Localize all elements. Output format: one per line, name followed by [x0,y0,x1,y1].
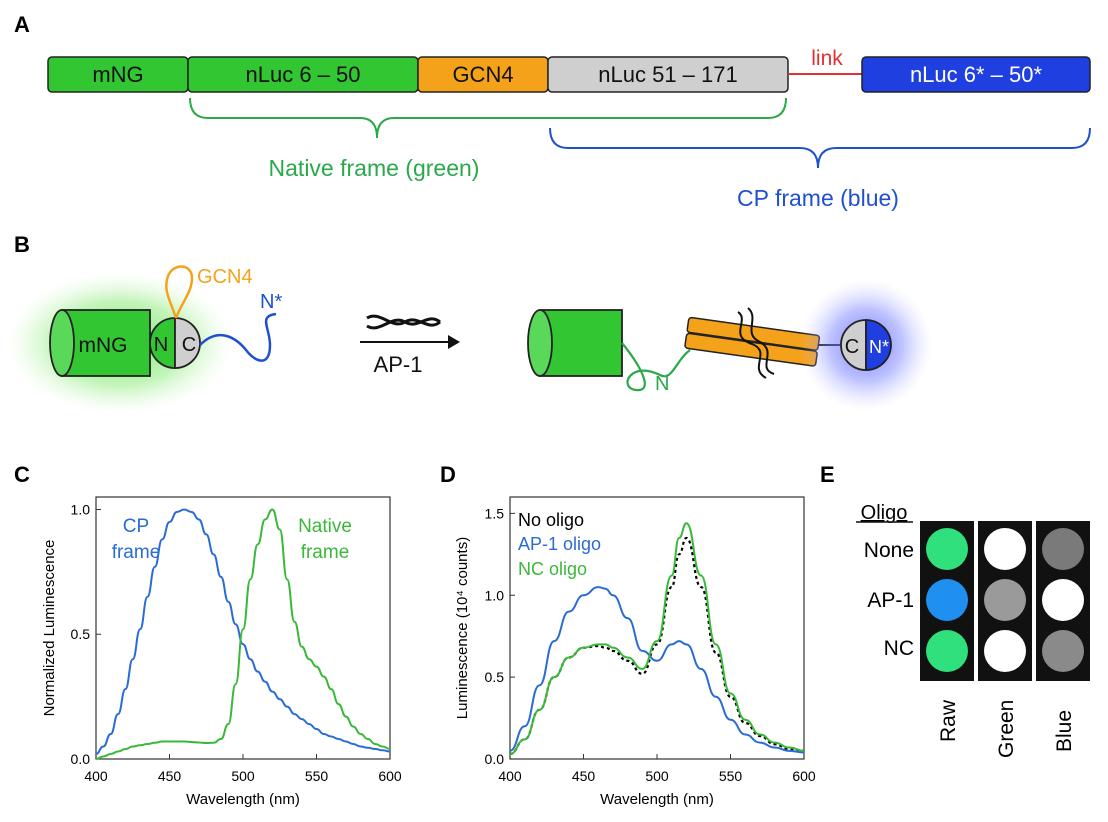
well-ap-1-blue [1042,579,1084,621]
chart-c-annotation-native: Native [298,516,352,537]
well-none-blue [1042,528,1084,570]
chart-d-xlabel: Wavelength (nm) [600,791,714,808]
mng-barrel [61,309,151,377]
row-label-ap1: AP-1 [867,589,914,612]
oligo-header: Oligo [861,502,908,524]
x-tick-label: 600 [378,768,402,784]
y-tick-label: 0.5 [71,626,91,642]
construct-diagram: mNG nLuc 6 – 50 GCN4 nLuc 51 – 171 link … [47,47,1091,211]
chart-d-ylabel: Luminescence (10⁴ counts) [454,537,471,719]
panel-label-b: B [14,232,30,257]
nstar-tail [199,312,277,362]
x-tick-label: 500 [645,768,669,784]
segment-nluc-6star-50star-label: nLuc 6* – 50* [910,62,1043,87]
panel-label-a: A [14,12,30,37]
column-label-blue: Blue [1053,710,1076,752]
x-tick-label: 550 [305,768,329,784]
arrow-head [448,335,460,349]
panel-label-e: E [820,462,835,487]
well-nc-green [984,630,1026,672]
well-ap-1-raw [926,579,968,621]
chart-c-annotation-cp-frame: frame [112,542,161,563]
series-line-cp-frame [95,508,391,756]
well-none-raw [926,528,968,570]
well-nc-raw [926,630,968,672]
segment-mng-label: mNG [92,62,143,87]
segment-nluc-6star-50star [861,56,1091,93]
nluc-n-label: N [154,334,168,356]
cp-frame-bracket [549,127,1091,169]
dna-icon-strand [366,317,441,330]
y-tick-label: 0.0 [71,751,91,767]
chart-d-legend-nc-oligo: NC oligo [518,559,587,579]
nstar-label: N* [260,291,282,313]
y-tick-label: 0.5 [485,669,505,685]
nluc-c-half [174,317,201,369]
dna-bound-icon [737,311,767,379]
panel-e-grid: Oligo None AP-1 NC Raw Green Blue [856,502,1090,758]
cp-frame-label: CP frame (blue) [737,185,899,211]
x-tick-label: 450 [572,768,596,784]
well-none-green [984,528,1026,570]
gcn4-loop [165,265,194,319]
native-frame-bracket [189,97,787,139]
row-label-nc: NC [884,637,914,660]
nluc-nstar-half-right [865,319,892,371]
mng-label: mNG [79,334,128,357]
mng-barrel-end-right [527,309,553,377]
native-frame-label: Native frame (green) [269,155,480,181]
c-label-right: C [845,336,859,358]
column-label-raw: Raw [937,699,960,742]
y-tick-label: 1.0 [71,501,91,517]
chart-c-ylabel: Normalized Luminescence [41,540,58,717]
panel-label-d: D [440,462,456,487]
x-tick-label: 500 [231,768,255,784]
series-line-nc-oligo [509,522,805,756]
segment-gcn4-label: GCN4 [452,62,513,87]
wells [926,528,1084,672]
segment-nluc-51-171-label: nLuc 51 – 171 [598,62,737,87]
y-tick-label: 1.5 [485,505,505,521]
column-label-green: Green [995,700,1018,758]
x-tick-label: 550 [719,768,743,784]
chart-c-annotation-native-frame: frame [301,542,350,563]
series-line-native-frame [95,508,391,760]
nluc-c-half-right [840,319,867,371]
well-nc-blue [1042,630,1084,672]
gcn4-label: GCN4 [197,266,253,288]
chart-d-legend-no-oligo: No oligo [518,510,584,530]
segment-nluc-6-50-label: nLuc 6 – 50 [246,62,361,87]
panel-label-c: C [14,462,30,487]
mng-barrel-right [539,309,623,377]
nstar-label-right: N* [869,337,889,357]
chart-d-legend-ap1-oligo: AP-1 oligo [518,534,601,554]
schematic-right: N C N* [527,279,932,411]
n-label-right: N [655,373,669,395]
x-tick-label: 400 [84,768,108,784]
dna-bound-strand [747,307,775,375]
x-tick-label: 400 [498,768,522,784]
y-tick-label: 0.0 [485,751,505,767]
x-tick-label: 450 [158,768,182,784]
series-line-ap-1-oligo [509,586,805,754]
x-tick-label: 600 [792,768,816,784]
chart-d: Wavelength (nm) Luminescence (10⁴ counts… [454,496,816,808]
well-ap-1-green [984,579,1026,621]
chart-c: Wavelength (nm) Normalized Luminescence … [41,496,402,808]
series-line-no-oligo [509,536,805,756]
nluc-n-half [149,317,176,369]
n-tail-right [621,342,691,392]
mng-barrel-end [49,309,75,377]
y-tick-label: 1.0 [485,587,505,603]
linker-label: link [811,47,843,70]
chart-c-xlabel: Wavelength (nm) [186,791,300,808]
row-label-none: None [864,539,914,562]
chart-c-annotation-cp: CP [123,516,149,537]
reaction-arrow: AP-1 [360,314,460,377]
nluc-c-label: C [182,334,196,356]
ap1-label: AP-1 [374,352,423,377]
schematic-left: mNG N C GCN4 N* [8,265,282,413]
